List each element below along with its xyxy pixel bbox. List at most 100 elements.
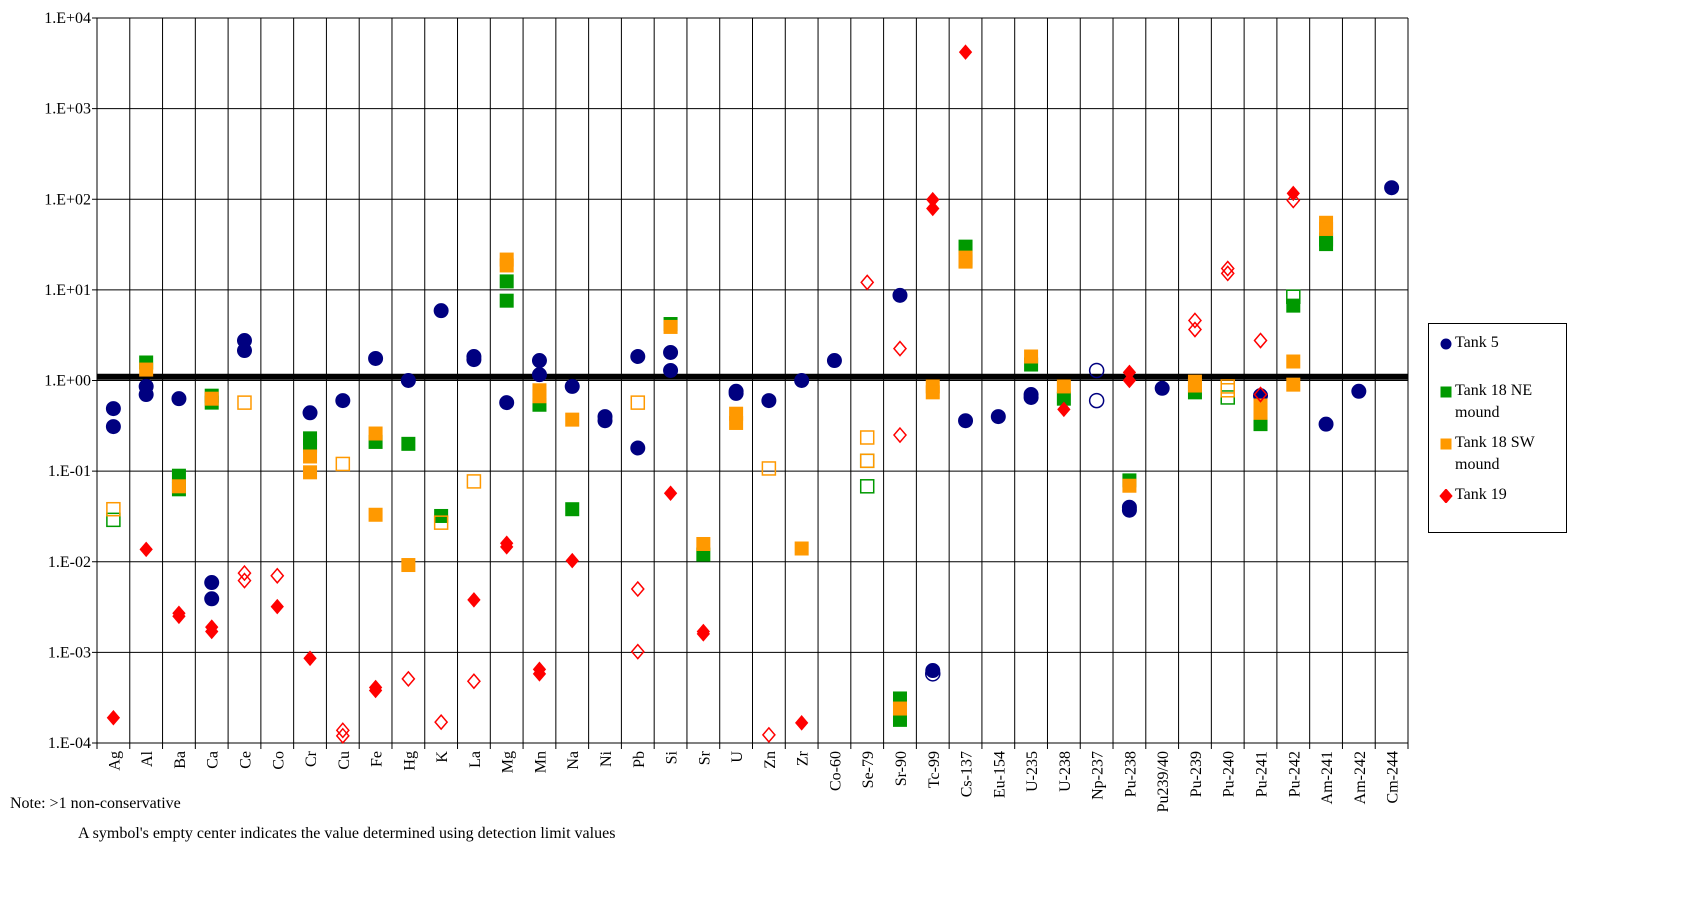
marker [106, 512, 121, 528]
x-tick-label: Pu239/40 [1155, 751, 1172, 812]
marker [1122, 478, 1137, 493]
x-tick-label: Cs-137 [959, 751, 976, 797]
x-tick-label: Mn [532, 751, 549, 773]
marker [500, 539, 514, 555]
marker [990, 409, 1006, 425]
legend-icon [1440, 338, 1452, 350]
x-tick-label: Cr [303, 750, 320, 767]
legend: Tank 5 Tank 18 NE mound Tank 18 SW mound Ta… [1428, 323, 1567, 533]
marker [1253, 386, 1268, 403]
marker [795, 715, 809, 731]
x-tick-label: Co [270, 751, 287, 770]
marker [1318, 416, 1334, 432]
marker [630, 580, 645, 598]
marker [859, 479, 875, 494]
marker [467, 592, 481, 608]
marker [729, 415, 744, 430]
marker [892, 340, 907, 357]
x-tick-label: Pu-239 [1188, 751, 1205, 797]
marker [401, 436, 416, 451]
marker [663, 319, 678, 334]
marker [236, 343, 252, 359]
y-tick-label: 1.E+04 [44, 10, 91, 27]
marker [401, 558, 416, 573]
marker [368, 426, 383, 441]
marker [958, 413, 974, 429]
marker [105, 419, 121, 435]
y-tick-label: 1.E+02 [44, 191, 91, 208]
marker [531, 353, 547, 369]
marker [303, 650, 317, 667]
marker [630, 349, 646, 365]
marker [139, 362, 154, 377]
marker [1024, 349, 1039, 364]
marker [696, 536, 711, 551]
x-tick-label: Cm-244 [1385, 751, 1402, 803]
marker [302, 405, 318, 421]
x-tick-label: Eu-154 [991, 751, 1008, 798]
x-tick-label: Pu-241 [1254, 751, 1271, 797]
marker [1121, 502, 1137, 518]
y-tick-label: 1.E+03 [44, 101, 91, 118]
marker [1286, 298, 1301, 313]
x-tick-label: Tc-99 [926, 751, 943, 788]
marker [138, 387, 154, 403]
marker [1088, 362, 1105, 379]
marker [1440, 386, 1452, 398]
marker [205, 623, 219, 640]
marker [171, 479, 186, 494]
marker [663, 485, 678, 502]
marker [433, 303, 449, 319]
marker [1088, 392, 1105, 409]
marker [860, 274, 875, 291]
legend-item: Tank 19 [1439, 484, 1563, 506]
marker [270, 598, 284, 615]
marker [859, 453, 875, 469]
marker [1220, 260, 1235, 277]
marker [1439, 489, 1453, 503]
marker [565, 412, 580, 427]
marker [925, 663, 941, 679]
marker [1187, 312, 1202, 329]
marker [1440, 438, 1452, 450]
marker [401, 670, 416, 688]
x-tick-label: Co-60 [827, 751, 844, 791]
marker [335, 393, 351, 409]
marker [499, 293, 514, 308]
x-tick-label: Al [139, 750, 156, 767]
x-tick-label: Pu-242 [1286, 751, 1303, 797]
legend-label: Tank 19 [1455, 486, 1507, 503]
marker [434, 713, 449, 731]
x-tick-label: Pu-238 [1122, 751, 1139, 797]
x-tick-label: Am-241 [1319, 751, 1336, 804]
x-tick-label: Ba [172, 751, 189, 769]
marker [958, 44, 973, 60]
legend-item: Tank 5 [1439, 332, 1563, 354]
marker [794, 373, 810, 388]
legend-icon [1440, 438, 1452, 450]
marker [368, 682, 383, 699]
x-tick-label: Ce [237, 751, 254, 769]
marker [204, 591, 220, 607]
marker [1023, 389, 1039, 405]
marker [532, 389, 547, 404]
marker [761, 393, 777, 409]
x-tick-label: Hg [401, 751, 418, 771]
y-tick-label: 1.E-03 [48, 644, 91, 661]
marker [1187, 378, 1202, 393]
marker [270, 567, 285, 584]
marker [728, 385, 744, 401]
marker [532, 666, 547, 682]
y-tick-label: 1.E-04 [48, 735, 91, 752]
chart: Note: >1 non-conservative A symbol's emp… [10, 10, 1409, 842]
legend-item: Tank 18 SW mound [1439, 432, 1563, 476]
marker [1319, 221, 1334, 236]
marker [1351, 383, 1367, 399]
marker [335, 456, 351, 472]
marker [1286, 377, 1301, 392]
marker [204, 575, 220, 591]
legend-label: Tank 5 [1455, 334, 1499, 351]
marker [1056, 379, 1071, 394]
x-tick-label: Ca [205, 751, 222, 769]
